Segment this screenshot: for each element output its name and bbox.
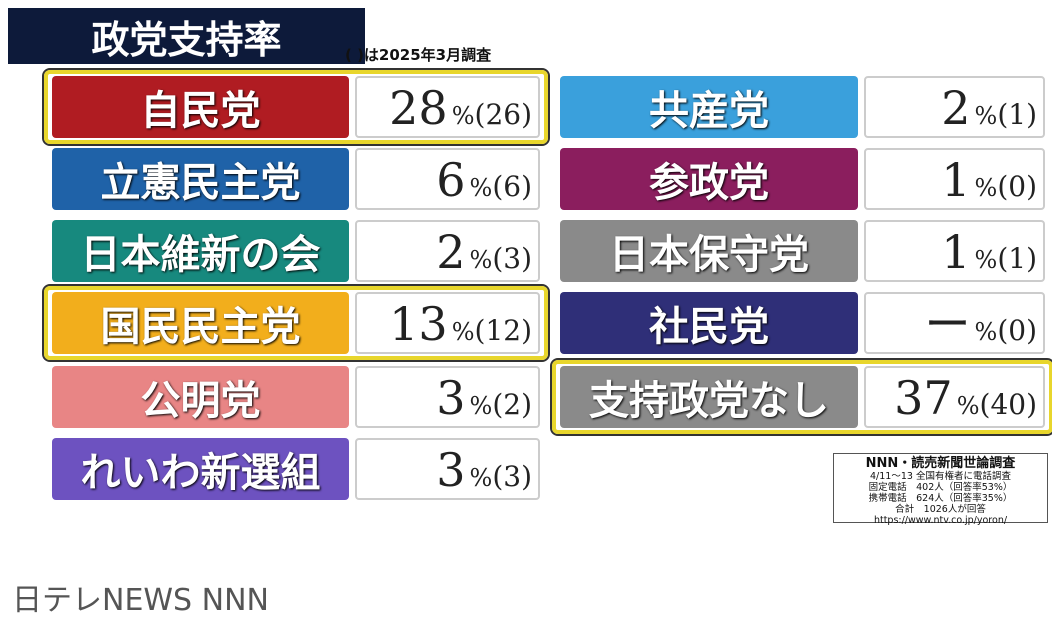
previous-value: (1) xyxy=(997,242,1037,275)
party-label: 国民民主党 xyxy=(52,292,349,354)
unit: % xyxy=(974,318,998,346)
highlight-frame xyxy=(44,70,548,144)
party-label: 日本維新の会 xyxy=(52,220,349,282)
value: 2 xyxy=(941,81,971,135)
value: 3 xyxy=(436,443,466,497)
value-box: 1% (0) xyxy=(864,148,1045,210)
previous-value: (6) xyxy=(492,170,532,203)
previous-value: (1) xyxy=(997,98,1037,131)
value-box: 37% (40) xyxy=(864,366,1045,428)
previous-value: (2) xyxy=(492,388,532,421)
party-label: れいわ新選組 xyxy=(52,438,349,500)
value-box: ー% (0) xyxy=(864,292,1045,354)
party-label: 公明党 xyxy=(52,366,349,428)
previous-value: (3) xyxy=(492,460,532,493)
previous-value: (3) xyxy=(492,242,532,275)
previous-value: (12) xyxy=(474,314,532,347)
value: 1 xyxy=(941,225,971,279)
value-box: 13% (12) xyxy=(355,292,540,354)
source-line: 固定電話 402人（回答率53%） xyxy=(868,482,1013,493)
highlight-frame xyxy=(44,286,548,360)
source-line: 4/11〜13 全国有権者に電話調査 xyxy=(870,471,1011,482)
unit: % xyxy=(451,102,475,130)
unit: % xyxy=(469,174,493,202)
party-label: 参政党 xyxy=(560,148,858,210)
value-box: 3% (2) xyxy=(355,366,540,428)
previous-value: (40) xyxy=(979,388,1037,421)
value-box: 2% (1) xyxy=(864,76,1045,138)
unit: % xyxy=(974,174,998,202)
note: ( )は2025年3月調査 xyxy=(345,46,492,64)
previous-value: (0) xyxy=(997,314,1037,347)
unit: % xyxy=(469,392,493,420)
value-box: 2% (3) xyxy=(355,220,540,282)
value: 2 xyxy=(436,225,466,279)
party-label: 支持政党なし xyxy=(560,366,858,428)
unit: % xyxy=(469,246,493,274)
unit: % xyxy=(974,102,998,130)
source-line: https://www.ntv.co.jp/yoron/ xyxy=(873,515,1008,526)
party-label: 共産党 xyxy=(560,76,858,138)
value-box: 6% (6) xyxy=(355,148,540,210)
value: 28 xyxy=(389,81,448,135)
unit: % xyxy=(956,392,980,420)
unit: % xyxy=(451,318,475,346)
unit: % xyxy=(974,246,998,274)
value: 6 xyxy=(436,153,466,207)
value-box: 3% (3) xyxy=(355,438,540,500)
value: 3 xyxy=(436,371,466,425)
value: 37 xyxy=(894,371,953,425)
source-line: 合計 1026人が回答 xyxy=(895,504,986,515)
title: 政党支持率 xyxy=(8,8,365,64)
previous-value: (26) xyxy=(474,98,532,131)
value: 1 xyxy=(941,153,971,207)
source-box: NNN・読売新聞世論調査 4/11〜13 全国有権者に電話調査 固定電話 402人（… xyxy=(833,453,1048,526)
value: ー xyxy=(924,297,971,351)
source-line: 携帯電話 624人（回答率35%） xyxy=(868,493,1013,504)
party-label: 自民党 xyxy=(52,76,349,138)
value-box: 28% (26) xyxy=(355,76,540,138)
party-label: 立憲民主党 xyxy=(52,148,349,210)
source-line: NNN・読売新聞世論調査 xyxy=(865,456,1016,471)
value-box: 1% (1) xyxy=(864,220,1045,282)
value: 13 xyxy=(389,297,448,351)
caption: 日テレNEWS NNN xyxy=(12,583,269,618)
party-label: 社民党 xyxy=(560,292,858,354)
highlight-frame xyxy=(552,360,1052,434)
party-label: 日本保守党 xyxy=(560,220,858,282)
previous-value: (0) xyxy=(997,170,1037,203)
unit: % xyxy=(469,464,493,492)
